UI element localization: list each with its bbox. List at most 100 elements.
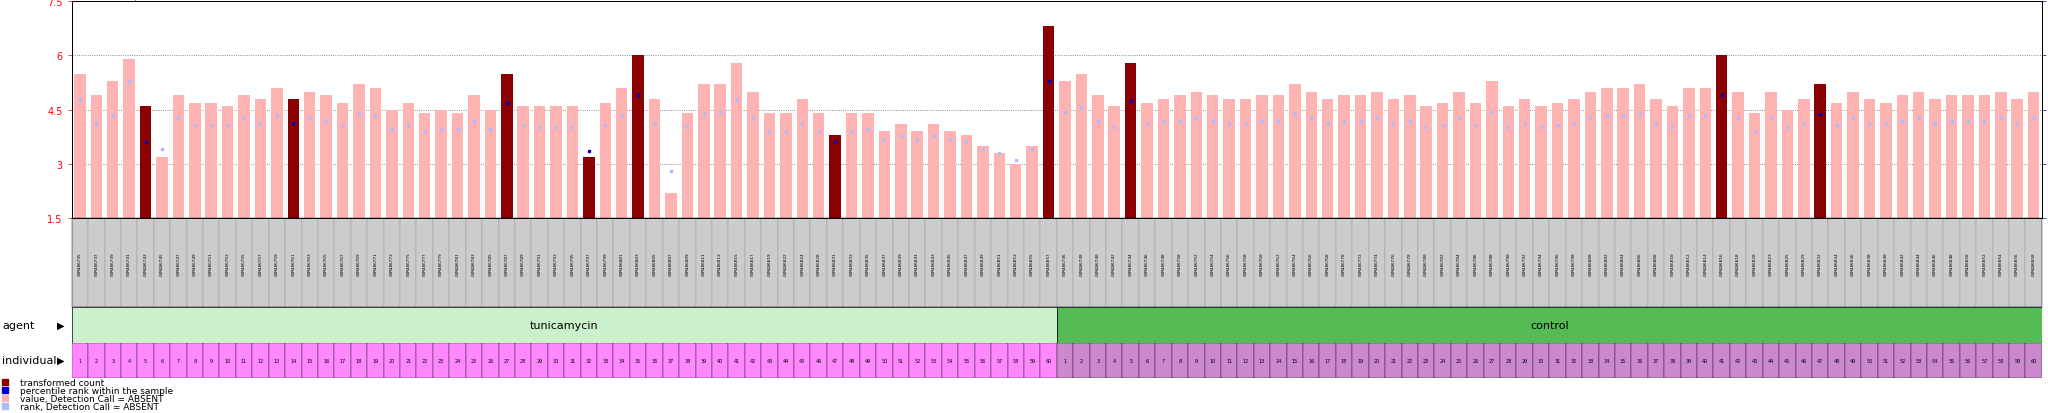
Bar xyxy=(465,343,481,378)
Text: 56: 56 xyxy=(1964,358,1970,363)
Text: ▶: ▶ xyxy=(57,355,66,366)
Text: 53: 53 xyxy=(1915,358,1921,363)
Bar xyxy=(383,343,399,378)
Bar xyxy=(1417,219,1434,308)
Bar xyxy=(1731,219,1747,308)
Bar xyxy=(860,219,877,308)
Bar xyxy=(1536,107,1546,219)
Text: GSM486854: GSM486854 xyxy=(1999,252,2003,275)
Bar xyxy=(1798,100,1810,219)
Bar xyxy=(1993,219,2009,308)
Text: GSM486751: GSM486751 xyxy=(209,252,213,275)
Text: GSM486779: GSM486779 xyxy=(438,252,442,275)
Text: GSM486813: GSM486813 xyxy=(719,252,723,275)
Text: 2: 2 xyxy=(1079,358,1083,363)
Bar xyxy=(1665,343,1681,378)
Text: GSM486818: GSM486818 xyxy=(1737,252,1741,275)
Bar xyxy=(1815,85,1827,219)
Bar xyxy=(1632,219,1649,308)
Bar xyxy=(893,219,909,308)
Text: 59: 59 xyxy=(2013,358,2019,363)
Bar xyxy=(2025,219,2042,308)
Text: GSM486857: GSM486857 xyxy=(1047,252,1051,275)
Bar xyxy=(104,219,121,308)
Bar xyxy=(1796,343,1812,378)
Text: GSM486761: GSM486761 xyxy=(291,252,295,275)
Bar xyxy=(416,343,432,378)
Text: GSM486774: GSM486774 xyxy=(1374,252,1378,275)
Bar xyxy=(1155,343,1171,378)
Bar xyxy=(1731,343,1747,378)
Bar xyxy=(121,219,137,308)
Text: 52: 52 xyxy=(1898,358,1905,363)
Bar xyxy=(1321,100,1333,219)
Bar xyxy=(432,343,449,378)
Bar xyxy=(1352,219,1368,308)
Text: 49: 49 xyxy=(864,358,870,363)
Text: tunicamycin: tunicamycin xyxy=(530,320,598,330)
Bar xyxy=(1747,219,1763,308)
Text: GSM486816: GSM486816 xyxy=(1720,252,1724,275)
Text: GSM486769: GSM486769 xyxy=(356,252,360,275)
Bar xyxy=(745,343,762,378)
Bar xyxy=(1042,27,1055,219)
Text: GSM486778: GSM486778 xyxy=(1407,252,1411,275)
Bar xyxy=(729,219,745,308)
Bar xyxy=(156,157,168,219)
Bar xyxy=(1649,343,1665,378)
Text: 38: 38 xyxy=(684,358,690,363)
Text: 1: 1 xyxy=(78,358,82,363)
Bar xyxy=(1667,107,1677,219)
Text: 57: 57 xyxy=(995,358,1001,363)
Text: 10: 10 xyxy=(1210,358,1217,363)
Text: GSM486825: GSM486825 xyxy=(1786,252,1790,275)
Bar xyxy=(1024,219,1040,308)
Bar xyxy=(666,194,676,219)
Text: GSM486781: GSM486781 xyxy=(455,252,459,275)
Text: 33: 33 xyxy=(602,358,608,363)
Bar xyxy=(72,219,88,308)
Text: 10: 10 xyxy=(225,358,231,363)
Text: GSM486814: GSM486814 xyxy=(1704,252,1708,275)
Bar xyxy=(563,219,582,308)
Text: 58: 58 xyxy=(1997,358,2003,363)
Bar xyxy=(811,343,827,378)
Bar xyxy=(1139,219,1155,308)
Bar xyxy=(1929,100,1942,219)
Text: GSM486771: GSM486771 xyxy=(373,252,377,275)
Bar xyxy=(403,103,414,219)
Bar xyxy=(993,154,1006,219)
Text: 50: 50 xyxy=(1866,358,1872,363)
Bar xyxy=(827,219,844,308)
Text: 22: 22 xyxy=(422,358,428,363)
Bar xyxy=(748,93,758,219)
Bar xyxy=(1122,219,1139,308)
Bar xyxy=(399,219,416,308)
Text: 59: 59 xyxy=(1028,358,1034,363)
Bar xyxy=(268,343,285,378)
Bar xyxy=(1651,100,1661,219)
Bar xyxy=(1141,103,1153,219)
Text: 43: 43 xyxy=(1751,358,1757,363)
Text: GSM486858: GSM486858 xyxy=(2032,252,2036,275)
Bar xyxy=(698,85,709,219)
Bar xyxy=(1401,343,1417,378)
Text: GSM486853: GSM486853 xyxy=(1014,252,1018,275)
Bar xyxy=(1499,343,1516,378)
Text: 31: 31 xyxy=(569,358,575,363)
Bar xyxy=(879,132,891,219)
Text: GSM486737: GSM486737 xyxy=(94,252,98,275)
Text: GSM486756: GSM486756 xyxy=(1227,252,1231,275)
Bar xyxy=(745,219,762,308)
Text: GSM486780: GSM486780 xyxy=(1423,252,1427,275)
Bar xyxy=(236,219,252,308)
Text: 3: 3 xyxy=(1096,358,1100,363)
Bar xyxy=(1878,343,1894,378)
Bar xyxy=(1960,343,1976,378)
Text: 16: 16 xyxy=(324,358,330,363)
Text: GSM486773: GSM486773 xyxy=(389,252,393,275)
Bar xyxy=(518,107,528,219)
Text: 29: 29 xyxy=(537,358,543,363)
Bar xyxy=(1649,219,1665,308)
Text: GSM486805: GSM486805 xyxy=(653,252,657,275)
